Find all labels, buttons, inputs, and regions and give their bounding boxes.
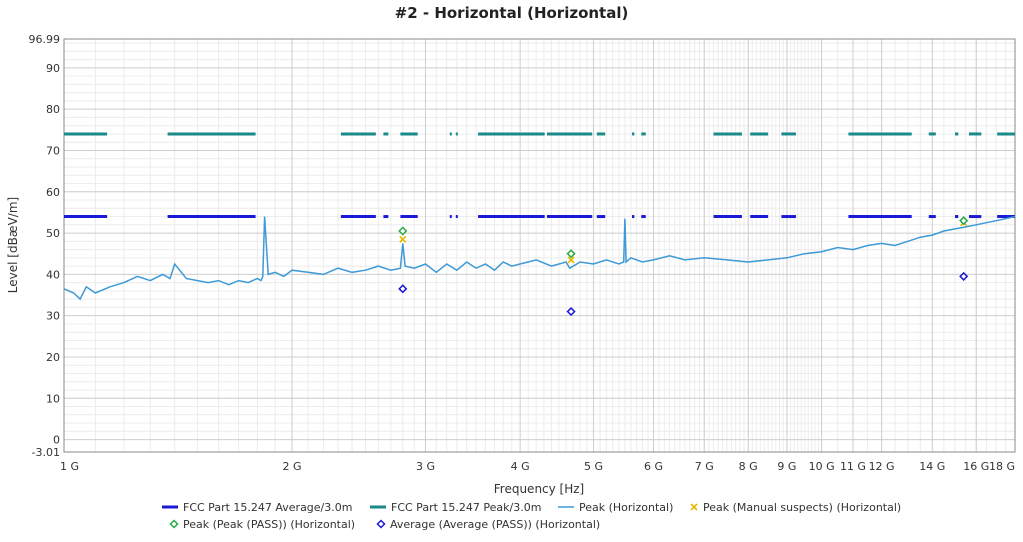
legend-label: Average (Average (PASS)) (Horizontal) [390, 518, 600, 531]
legend-label: FCC Part 15.247 Peak/3.0m [391, 501, 541, 514]
legend-item: Peak (Peak (PASS)) (Horizontal) [169, 518, 355, 531]
y-tick-label: 70 [46, 144, 60, 157]
x-axis-title: Frequency [Hz] [494, 482, 585, 496]
peak-trace [63, 215, 1016, 301]
x-tick-label: 4 G [511, 460, 530, 473]
y-tick-label: 80 [46, 103, 60, 116]
y-tick-label: 96.99 [29, 33, 61, 46]
legend-swatch [690, 503, 698, 511]
x-tick-label: 10 G [809, 460, 835, 473]
y-tick-label: 30 [46, 310, 60, 323]
average-pass-point [959, 271, 969, 281]
x-tick-label: 3 G [416, 460, 435, 473]
y-tick-label: 10 [46, 392, 60, 405]
marker-stroke [567, 256, 575, 264]
legend-label: Peak (Manual suspects) (Horizontal) [703, 501, 901, 514]
peak-pass-point [566, 249, 576, 259]
legend-item: Peak (Horizontal) [558, 501, 673, 514]
legend-label: Peak (Peak (PASS)) (Horizontal) [183, 518, 355, 531]
x-tick-label: 2 G [283, 460, 302, 473]
marker-stroke [399, 235, 407, 243]
y-tick-label: 50 [46, 227, 60, 240]
x-tick-label: 1 G [60, 460, 79, 473]
y-axis-title: Level [dBæV/m] [6, 197, 20, 293]
x-tick-label: 14 G [919, 460, 945, 473]
x-tick-labels: 1 G 2 G 3 G 4 G 5 G 6 G 7 G 8 G 9 G 10 G 11 G 12 G 1… [60, 460, 1015, 473]
legend-item: Peak (Manual suspects) (Horizontal) [690, 501, 901, 514]
peak-pass-point [959, 216, 969, 226]
x-tick-label: 11 G [840, 460, 866, 473]
legend-swatch [376, 519, 386, 529]
x-tick-label: 8 G [739, 460, 758, 473]
x-tick-label: 5 G [584, 460, 603, 473]
limit-lines [64, 132, 1015, 219]
legend-item: FCC Part 15.247 Peak/3.0m [370, 501, 541, 514]
y-tick-label: 20 [46, 351, 60, 364]
manual-suspect-point [399, 235, 407, 243]
y-tick-label: -3.01 [32, 446, 60, 459]
y-tick-label: 60 [46, 186, 60, 199]
x-tick-label: 12 G [869, 460, 895, 473]
peak-horizontal-line [63, 215, 1016, 301]
y-tick-label: 90 [46, 62, 60, 75]
legend: FCC Part 15.247 Average/3.0m FCC Part 15.… [162, 501, 901, 531]
legend-item: FCC Part 15.247 Average/3.0m [162, 501, 352, 514]
legend-swatch [169, 519, 179, 529]
x-tick-label: 16 G [963, 460, 989, 473]
x-tick-label: 9 G [777, 460, 796, 473]
x-tick-label: 6 G [644, 460, 663, 473]
y-tick-labels: -3.010 10 20 30 40 50 60 70 80 90 96.99 [29, 33, 61, 459]
chart-title: #2 - Horizontal (Horizontal) [394, 4, 629, 22]
x-tick-label: 7 G [695, 460, 714, 473]
legend-item: Average (Average (PASS)) (Horizontal) [376, 518, 600, 531]
legend-label: FCC Part 15.247 Average/3.0m [183, 501, 352, 514]
manual-suspect-point [567, 256, 575, 264]
measurement-markers [398, 216, 969, 317]
peak-pass-point [398, 226, 408, 236]
plot-border [63, 38, 1016, 453]
plot-background [64, 39, 1015, 452]
legend-label: Peak (Horizontal) [579, 501, 673, 514]
y-tick-label: 0 [53, 434, 60, 447]
x-tick-label: 18 G [989, 460, 1015, 473]
average-pass-point [566, 306, 576, 317]
y-tick-label: 40 [46, 268, 60, 281]
average-pass-point [398, 284, 408, 294]
